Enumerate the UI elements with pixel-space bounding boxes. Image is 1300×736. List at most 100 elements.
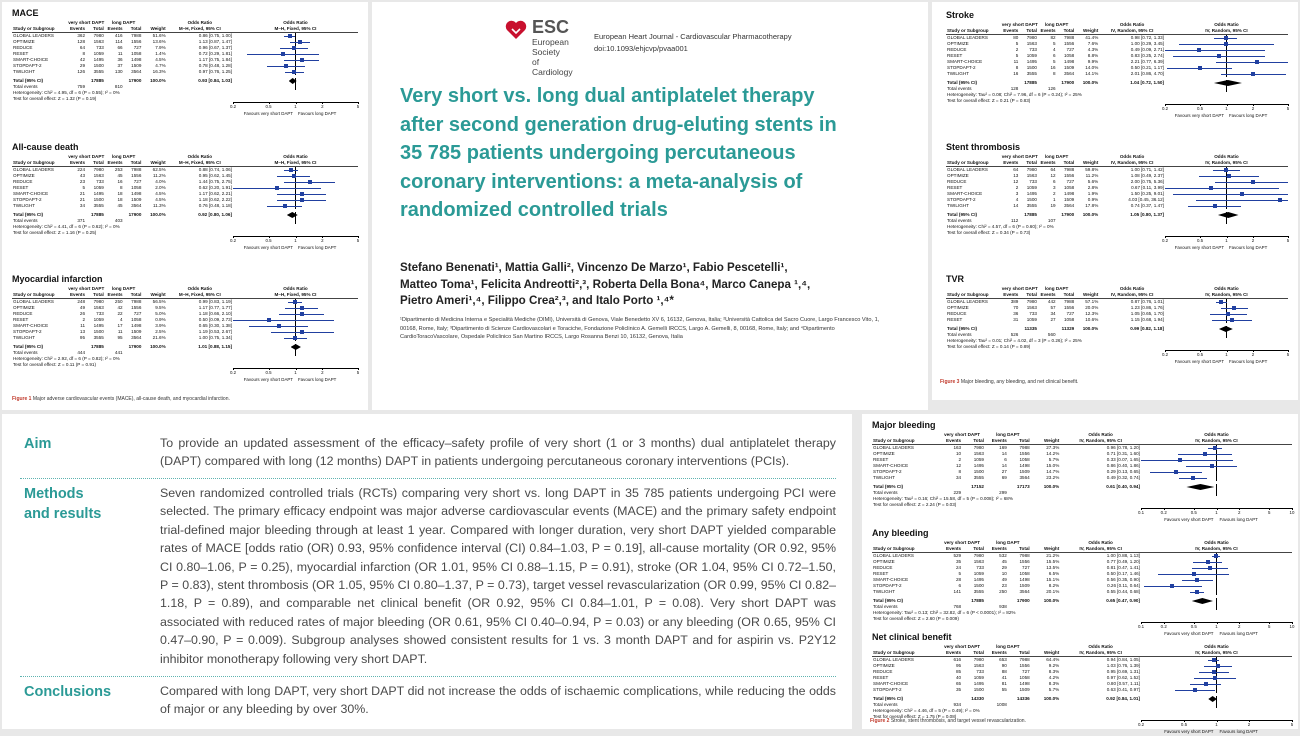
axis-tick-label: 0.5	[1196, 352, 1204, 357]
point-estimate	[1232, 306, 1237, 310]
table-row: STOPDAPT-2 13 1500 11 1509 2.5% 1.19 [0.53, 2.…	[12, 329, 358, 335]
point-estimate	[1226, 312, 1231, 316]
axis-tick-label: 2	[1251, 238, 1255, 243]
favours-right-label: Favours long DAPT	[1228, 245, 1268, 250]
table-row: REDUCE 23 733 16 727 4.0% 1.44 [0.75, 2.75]	[12, 179, 358, 185]
table-row: REDUCE 2 733 4 727 4.3% 0.49 [0.09, 2.71]	[946, 47, 1288, 53]
table-row: OPTIMIZE 35 1563 45 1556 15.5% 0.77 [0.49, 1.2…	[872, 559, 1292, 565]
total-row: Total (95% CI) 11335 11329 100.0% 0.99 [0.82…	[946, 326, 1288, 332]
table-row: RESET 2 1059 4 1058 0.9% 0.50 [0.09, 2.73]	[12, 317, 358, 323]
table-row: REDUCE 64 733 66 727 7.9% 0.96 [0.67, 1.37]	[12, 45, 358, 51]
favours-right-label: Favours long DAPT	[298, 245, 337, 250]
point-estimate	[1207, 566, 1212, 570]
point-estimate	[1209, 186, 1214, 190]
table-row: RESET 40 1059 41 1058 4.2% 0.97 [0.62, 1.52]	[872, 675, 1292, 681]
axis-tick-label: 1	[1225, 238, 1228, 243]
axis-tick-label: 0.5	[1180, 722, 1188, 727]
total-row: Total (95% CI) 17885 17900 100.0% 1.05 [0.80…	[946, 212, 1288, 218]
axis-tick-label: 1	[1215, 624, 1218, 629]
methods-label: Methods and results	[24, 486, 102, 522]
point-estimate	[1223, 36, 1228, 40]
table-row: SMART-CHOICE 42 1495 36 1498 4.5% 1.17 [0.75, …	[12, 57, 358, 63]
favours-right-label: Favours long DAPT	[298, 377, 337, 382]
table-row: SMART-CHOICE 3 1495 2 1498 1.9% 1.50 [0.25, 9.…	[946, 191, 1288, 197]
point-estimate	[293, 336, 298, 340]
ci-line	[1164, 49, 1265, 51]
abstract-methods: Methods and results Seven randomized con…	[2, 484, 852, 668]
figure-1-caption: Figure 1 Major adverse cardiovascular ev…	[12, 396, 230, 402]
total-events-row: Total events 371 403	[13, 218, 297, 224]
point-estimate	[1205, 560, 1210, 564]
forest-f2b: Any bleeding very short DAPT long DAPT Odds…	[872, 528, 1294, 636]
stat-note: Heterogeneity: Chi² = 4.95, df = 6 (P = …	[13, 90, 120, 95]
doi: doi:10.1093/ehjcvp/pvaa001	[594, 44, 688, 53]
point-estimate	[1219, 300, 1224, 304]
figure-3-caption: Figure 3 Major bleeding, any bleeding, a…	[940, 379, 1079, 385]
summary-diamond	[1217, 212, 1239, 218]
point-estimate	[1191, 476, 1196, 480]
point-estimate	[1239, 192, 1244, 196]
table-row: REDUCE 36 733 34 727 12.3% 1.05 [0.65, 1.70]	[946, 311, 1288, 317]
figure-2-panel: Major bleeding very short DAPT long DAPT Od…	[862, 414, 1298, 734]
table-row: STOPDAPT-2 6 1500 23 1509 8.2% 0.26 [0.11, 0.6…	[872, 583, 1292, 589]
total-row: Total (95% CI) 14330 14336 100.0% 0.92 [0.84…	[872, 696, 1292, 702]
forest-heading: Myocardial infarction	[12, 274, 103, 284]
favours-right-label: Favours long DAPT	[1228, 359, 1268, 364]
point-estimate	[282, 204, 287, 208]
table-row: STOPDAPT-2 29 1500 37 1509 4.7% 0.78 [0.48, 1.…	[12, 63, 358, 69]
point-estimate	[1192, 688, 1197, 692]
conclusions-text: Compared with long DAPT, very short DAPT…	[160, 684, 836, 717]
forest-table: very short DAPT long DAPT Odds Ratio Odds R…	[872, 644, 1292, 720]
table-row: GLOBAL LEADERS 64 7980 64 7988 59.8% 1.00 [0.7…	[946, 167, 1288, 173]
forest-axis: 0.2 0.5 1 2 5 Favours very short DAPT Favours …	[1162, 350, 1289, 366]
axis-tick-label: 5	[356, 104, 360, 109]
forest-table: very short DAPT long DAPT Odds Ratio Odds R…	[12, 286, 358, 368]
table-row: TWILIGHT 34 3555 45 3564 11.3% 0.76 [0.48, 1.1…	[12, 203, 358, 209]
total-events-row: Total events 112 107	[947, 218, 1228, 224]
forest-heading: MACE	[12, 8, 39, 18]
table-row: GLOBAL LEADERS 80 7980 82 7988 41.4% 0.98 [0.7…	[946, 35, 1288, 41]
axis-tick-label: 0.1	[1137, 510, 1145, 515]
table-row: GLOBAL LEADERS 248 7980 250 7988 56.5% 0.99 [0…	[12, 299, 358, 305]
axis-tick-label: 0.2	[229, 104, 237, 109]
point-estimate	[1213, 676, 1218, 680]
summary-diamond	[1186, 484, 1215, 490]
axis-tick-label: 5	[356, 238, 360, 243]
stat-note: Heterogeneity: Chi² = 2.92, df = 6 (P = …	[13, 356, 120, 361]
affiliations: ¹Dipartimento di Medicina Interna e Spec…	[400, 317, 880, 341]
forest-heading: Net clinical benefit	[872, 632, 952, 642]
table-row: STOPDAPT-2 4 1500 1 1509 0.9% 4.03 [0.45, 36.1…	[946, 197, 1288, 203]
axis-tick-label: 10	[1289, 510, 1295, 515]
favours-left-label: Favours very short DAPT	[1164, 631, 1214, 636]
axis-tick-label: 1	[294, 238, 297, 243]
stat-note: Test for overall effect: Z = 0.21 (P = 0…	[947, 98, 1031, 103]
point-estimate	[274, 186, 279, 190]
favours-left-label: Favours very short DAPT	[1174, 359, 1225, 364]
table-row: OPTIMIZE 43 1563 45 1556 11.2% 0.95 [0.62, 1.4…	[12, 173, 358, 179]
axis-tick-label: 5	[1286, 352, 1290, 357]
summary-diamond	[286, 212, 298, 218]
point-estimate	[299, 306, 304, 310]
divider	[20, 676, 836, 677]
stat-note: Test for overall effect: Z = 2.60 (P = 0…	[873, 616, 959, 621]
table-row: RESET 31 1059 27 1058 10.6% 1.15 [0.68, 1.94]	[946, 317, 1288, 323]
point-estimate	[299, 58, 304, 62]
axis-tick-label: 5	[1268, 624, 1271, 629]
favours-left-label: Favours very short DAPT	[243, 377, 293, 382]
total-row: Total (95% CI) 17152 17173 100.0% 0.61 [0.40…	[872, 484, 1292, 490]
table-row: TWILIGHT 141 3555 250 3564 20.1% 0.55 [0.44, 0…	[872, 589, 1292, 595]
favours-right-label: Favours long DAPT	[1219, 517, 1258, 522]
point-estimate	[1229, 318, 1234, 322]
esc-logo-text: ESC European Society of Cardiology	[532, 17, 573, 78]
total-events-row: Total events 759 810	[13, 84, 297, 90]
axis-tick-label: 2	[1247, 722, 1251, 727]
stat-note: Heterogeneity: Chi² = 4.57, df = 6 (P = …	[947, 224, 1054, 229]
axis-tick-label: 5	[1286, 238, 1290, 243]
total-row: Total (95% CI) 17885 17900 100.0% 0.93 [0.84…	[12, 78, 358, 84]
table-row: SMART-CHOICE 12 1495 14 1498 15.0% 0.86 [0.40,…	[872, 463, 1292, 469]
favours-right-label: Favours long DAPT	[1219, 631, 1258, 636]
forest-axis: 0.1 0.2 0.5 1 2 5 10 Favours very short DAPT Fav…	[1138, 622, 1294, 638]
table-row: REDUCE 12 733 6 727 5.6% 2.00 [0.75, 5.36]	[946, 179, 1288, 185]
table-row: RESET 5 1059 10 1058 6.5% 0.50 [0.17, 1.46]	[872, 571, 1292, 577]
paper-title: Very short vs. long dual antiplatelet th…	[400, 85, 837, 222]
